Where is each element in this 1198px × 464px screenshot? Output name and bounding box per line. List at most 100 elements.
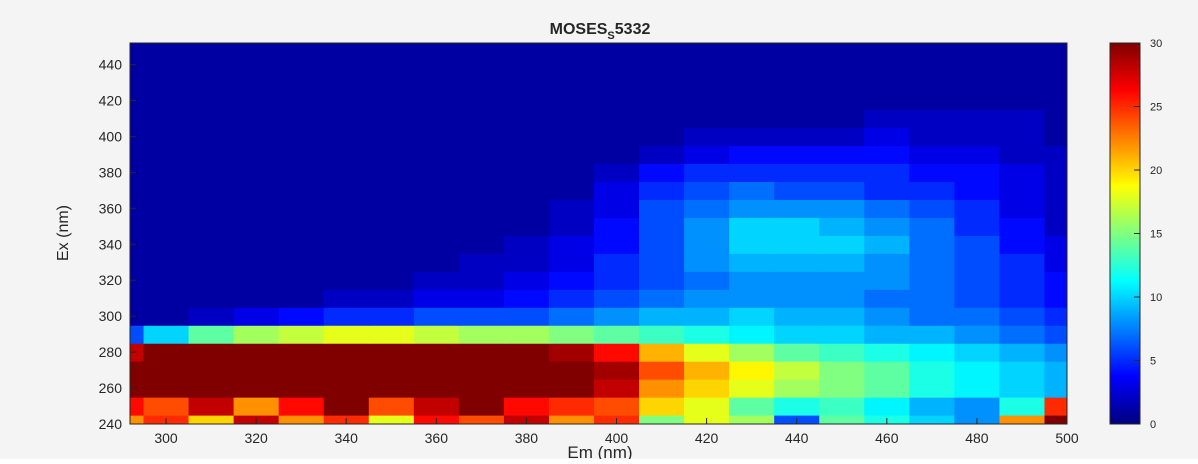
chart: MOSESS5332 Em (nm) Ex (nm) 3003203403603… [0,0,1198,459]
heatmap-cell [999,92,1045,111]
heatmap-cell [279,289,325,308]
y-axis-label: Ex (nm) [55,205,72,261]
heatmap-cell [324,397,370,416]
heatmap-cell [414,253,460,272]
heatmap-cell [504,56,550,75]
colorbar-tick-label: 15 [1150,229,1162,241]
heatmap-cell [819,163,865,182]
heatmap-cell [909,379,955,398]
heatmap-cell [414,307,460,326]
heatmap-cell [909,56,955,75]
heatmap-cell [639,361,685,380]
heatmap-cell [504,343,550,362]
heatmap-cell [234,74,280,93]
heatmap-cell [279,325,325,344]
heatmap-cell [234,92,280,111]
heatmap-cell [729,181,775,200]
heatmap-cell [999,181,1045,200]
heatmap-cell [144,271,190,290]
heatmap-cell [594,343,640,362]
heatmap-cell [729,127,775,146]
heatmap-cell [369,181,415,200]
heatmap-cell [459,361,505,380]
heatmap-cell [909,361,955,380]
heatmap-cell [549,56,595,75]
heatmap-cell [234,145,280,164]
heatmap-cell [504,253,550,272]
heatmap-cell [774,199,820,218]
heatmap-cell [144,163,190,182]
heatmap-cell [414,289,460,308]
heatmap-cell [279,199,325,218]
heatmap-cell [234,271,280,290]
heatmap-cell [954,56,1000,75]
title-text: MOSES [550,21,608,38]
heatmap-cell [594,361,640,380]
heatmap-cell [594,217,640,236]
heatmap-cell [639,74,685,93]
heatmap-cell [954,271,1000,290]
heatmap-cell [459,343,505,362]
heatmap-cell [324,109,370,128]
heatmap-cell [684,199,730,218]
heatmap-cell [594,56,640,75]
heatmap-cell [864,181,910,200]
heatmap-cell [684,325,730,344]
heatmap-cell [234,379,280,398]
heatmap-cell [864,235,910,254]
heatmap-cell [774,325,820,344]
heatmap-cell [549,145,595,164]
heatmap-cell [774,109,820,128]
heatmap-cell [189,235,235,254]
heatmap-cell [549,217,595,236]
heatmap-cell [684,145,730,164]
heatmap-cell [279,181,325,200]
x-tick-label: 460 [875,430,899,446]
heatmap-cell [819,343,865,362]
heatmap-cell [864,163,910,182]
heatmap-cell [369,109,415,128]
heatmap [98,38,1090,434]
heatmap-cell [729,145,775,164]
heatmap-cell [369,379,415,398]
heatmap-cell [414,343,460,362]
heatmap-cell [774,379,820,398]
heatmap-cell [369,199,415,218]
heatmap-cell [189,56,235,75]
heatmap-cell [414,271,460,290]
title-suffix: 5332 [615,21,651,38]
heatmap-cell [324,289,370,308]
heatmap-cell [279,271,325,290]
heatmap-cell [549,361,595,380]
heatmap-cell [459,217,505,236]
heatmap-cell [594,145,640,164]
y-tick-label: 380 [99,164,123,180]
heatmap-cell [504,145,550,164]
heatmap-cell [954,361,1000,380]
y-tick-label: 320 [99,272,123,288]
heatmap-cell [549,397,595,416]
heatmap-cell [504,397,550,416]
heatmap-cell [774,235,820,254]
heatmap-cell [459,145,505,164]
heatmap-cell [819,379,865,398]
heatmap-cell [999,163,1045,182]
heatmap-cell [819,271,865,290]
heatmap-cell [909,271,955,290]
heatmap-cell [504,109,550,128]
heatmap-cell [549,253,595,272]
heatmap-cell [144,379,190,398]
heatmap-cell [594,325,640,344]
heatmap-cell [909,127,955,146]
x-tick-label: 400 [605,430,629,446]
heatmap-cell [414,397,460,416]
heatmap-cell [369,56,415,75]
heatmap-cell [414,199,460,218]
heatmap-cell [999,397,1045,416]
heatmap-cell [279,163,325,182]
heatmap-cell [189,361,235,380]
heatmap-cell [639,145,685,164]
heatmap-cell [234,343,280,362]
heatmap-cell [729,199,775,218]
heatmap-cell [999,361,1045,380]
